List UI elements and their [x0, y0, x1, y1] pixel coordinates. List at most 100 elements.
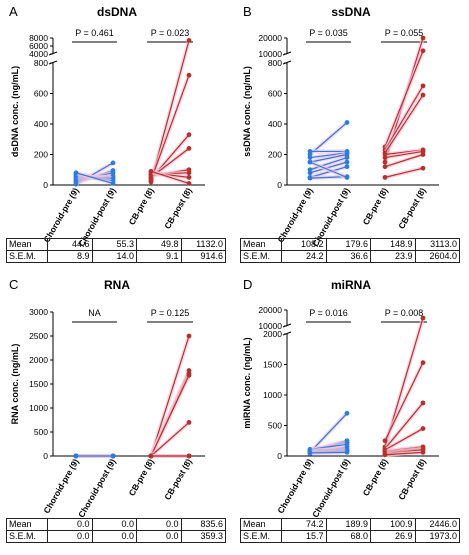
stats-cell: 24.2: [281, 250, 327, 263]
stats-row: S.E.M. 24.2 36.6 23.9 2604.0: [240, 250, 460, 263]
stats-table: Mean 0.0 0.0 0.0 835.6 S.E.M. 0.0 0.0 0.0 359.3: [6, 518, 226, 543]
y-tick-label: 2000: [263, 329, 282, 339]
y-tick-label: 10000: [258, 321, 282, 331]
y-tick-label: 2500: [29, 331, 48, 341]
panel-letter: C: [9, 277, 18, 292]
axis-break-mark: [48, 60, 58, 65]
series-line: [309, 451, 348, 454]
data-point-post: [420, 35, 426, 41]
data-point-post: [344, 155, 350, 160]
p-value-label: P = 0.125: [151, 308, 190, 318]
series-line: [309, 412, 348, 453]
data-point-pre: [307, 159, 313, 165]
data-point-post: [344, 410, 350, 416]
y-tick-label: 400: [34, 119, 48, 129]
panel-letter: D: [243, 277, 252, 292]
stats-row-label: Mean: [6, 518, 48, 531]
y-tick-label: 1000: [29, 403, 48, 413]
y-tick-label: 800: [34, 58, 48, 68]
y-tick-label: 3000: [29, 307, 48, 317]
p-value-label: P = 0.055: [385, 28, 424, 38]
data-point-post: [420, 315, 426, 321]
data-point-post: [186, 170, 192, 176]
stats-cell: 2604.0: [414, 250, 460, 263]
series-line: [150, 170, 190, 185]
data-point-post: [186, 72, 192, 78]
y-tick-label: 0: [277, 451, 282, 461]
data-point-post: [420, 165, 426, 171]
stats-cell: 0.0: [136, 530, 182, 543]
y-tick-label: 6000: [29, 41, 48, 51]
stats-cell: 2446.0: [414, 518, 460, 531]
y-tick-label: 600: [268, 89, 282, 99]
data-point-pre: [307, 170, 313, 176]
data-point-pre: [307, 155, 313, 160]
stats-cell: 1973.0: [414, 530, 460, 543]
stats-row: S.E.M. 0.0 0.0 0.0 359.3: [6, 530, 226, 543]
data-point-post: [420, 360, 426, 366]
panel-title: miRNA: [331, 278, 371, 292]
y-tick-label: 400: [268, 119, 282, 129]
y-tick-label: 800: [268, 58, 282, 68]
x-tick-label: Choroid-pre (9): [41, 457, 80, 515]
y-tick-label: 0: [43, 451, 48, 461]
y-tick-label: 1500: [263, 360, 282, 370]
data-point-pre: [382, 159, 388, 165]
stats-cell: 179.6: [325, 238, 371, 251]
y-tick-label: 20000: [258, 33, 282, 43]
data-point-pre: [382, 155, 388, 160]
series-line: [384, 94, 424, 154]
data-point-pre: [73, 170, 79, 176]
stats-row: Mean 44.6 55.3 49.8 1132.0: [6, 238, 226, 251]
stats-row-label: S.E.M.: [240, 530, 282, 543]
stats-cell: 108.2: [281, 238, 327, 251]
data-point-pre: [148, 453, 154, 459]
stats-cell: 0.0: [91, 530, 137, 543]
data-point-pre: [307, 450, 313, 456]
data-point-post: [110, 453, 116, 459]
stats-table: Mean 44.6 55.3 49.8 1132.0 S.E.M. 8.9 14.0 9.1 91…: [6, 238, 226, 263]
x-tick-label: CB-pre (8): [361, 457, 390, 498]
series-line: [384, 85, 424, 151]
data-point-post: [186, 181, 192, 186]
x-tick-label: CB-post (8): [162, 186, 194, 231]
stats-row-label: Mean: [240, 238, 282, 251]
stats-cell: 74.2: [281, 518, 327, 531]
y-tick-label: 20000: [258, 305, 282, 315]
stats-cell: 26.9: [370, 530, 416, 543]
stats-table: Mean 74.2 189.9 100.9 2446.0 S.E.M. 15.7 68.0 26…: [240, 518, 460, 543]
stats-cell: 189.9: [325, 518, 371, 531]
data-point-pre: [382, 438, 388, 444]
series-line: [150, 421, 190, 457]
x-tick-label: CB-post (8): [396, 457, 428, 502]
data-point-post: [186, 420, 192, 425]
stats-cell: 100.9: [370, 518, 416, 531]
p-value-label: NA: [88, 308, 101, 318]
y-axis-label: ssDNA conc. (ng/mL): [242, 66, 252, 157]
stats-row-label: Mean: [240, 518, 282, 531]
data-point-post: [420, 92, 426, 98]
series-line: [384, 362, 424, 442]
data-point-post: [344, 120, 350, 125]
data-point-post: [186, 333, 192, 339]
data-point-pre: [73, 453, 79, 459]
p-value-label: P = 0.035: [309, 28, 348, 38]
stats-cell: 0.0: [91, 518, 137, 531]
stats-cell: 49.8: [136, 238, 182, 251]
p-value-label: P = 0.023: [151, 28, 190, 38]
data-point-pre: [307, 175, 313, 181]
y-tick-label: 2000: [29, 355, 48, 365]
stats-cell: 0.0: [136, 518, 182, 531]
data-point-post: [110, 181, 116, 186]
panel-title: ssDNA: [331, 5, 371, 19]
data-point-pre: [382, 452, 388, 458]
y-axis-label: dsDNA conc. (ng/mL): [10, 66, 20, 157]
stats-row: Mean 108.2 179.6 148.9 3113.0: [240, 238, 460, 251]
stats-row: Mean 74.2 189.9 100.9 2446.0: [240, 518, 460, 531]
y-axis-label: RNA conc. (ng/mL): [10, 344, 20, 425]
stats-row: Mean 0.0 0.0 0.0 835.6: [6, 518, 226, 531]
data-point-post: [344, 449, 350, 455]
